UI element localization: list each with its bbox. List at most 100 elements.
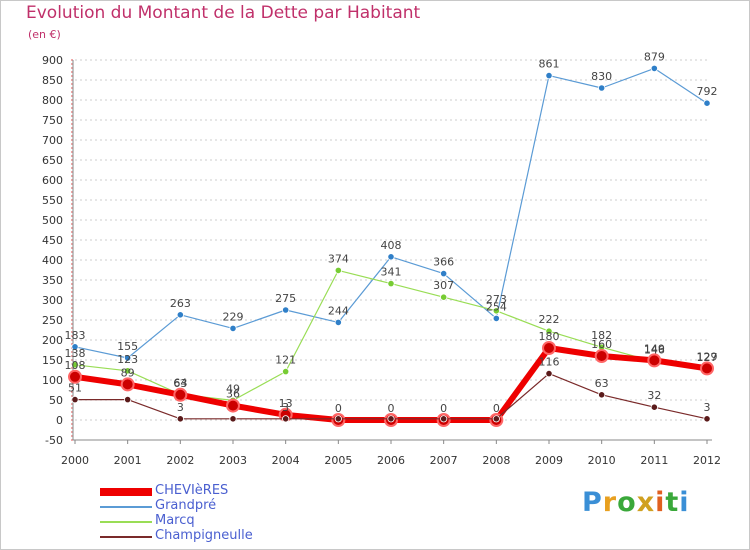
data-label: 146 [644, 344, 665, 357]
data-label: 0 [440, 402, 447, 415]
y-tick-label: 350 [42, 274, 63, 287]
series-lines [68, 64, 714, 427]
y-tick-label: 300 [42, 294, 63, 307]
data-label: 341 [381, 266, 402, 279]
y-tick-label: 500 [42, 214, 63, 227]
data-label: 51 [68, 382, 82, 395]
data-point [492, 307, 500, 315]
data-point [120, 377, 135, 392]
data-point [176, 415, 184, 423]
data-point [647, 353, 662, 368]
y-tick-label: 650 [42, 154, 63, 167]
data-point [282, 367, 290, 376]
data-label: 0 [335, 402, 342, 415]
data-point [173, 387, 188, 402]
x-tick-label: 2012 [693, 454, 721, 467]
data-point [387, 253, 395, 261]
x-tick-label: 2003 [219, 454, 247, 467]
data-label: 123 [117, 353, 138, 366]
data-label: 63 [173, 377, 187, 390]
data-point [492, 415, 500, 423]
data-point [124, 395, 132, 404]
data-label: 3 [704, 401, 711, 414]
data-point [440, 415, 448, 423]
chart-subtitle: (en €) [28, 28, 61, 41]
x-tick-label: 2005 [324, 454, 352, 467]
logo-letter: x [636, 487, 656, 518]
data-point [650, 403, 658, 411]
data-point [387, 415, 395, 423]
data-label: 254 [486, 300, 507, 313]
data-point [703, 99, 711, 107]
data-point [598, 391, 606, 399]
x-tick-label: 2006 [377, 454, 405, 467]
data-point [124, 367, 132, 375]
data-label: 861 [539, 58, 560, 71]
logo-letter: i [655, 487, 666, 518]
data-point [650, 64, 658, 73]
series-line [74, 269, 708, 401]
legend-swatch [100, 506, 152, 508]
x-tick-label: 2002 [166, 454, 194, 467]
data-label: 36 [226, 388, 240, 401]
legend-label: CHEVIèRES [155, 483, 229, 498]
data-label: 180 [539, 330, 560, 343]
data-point [71, 343, 79, 351]
y-tick-label: 450 [42, 234, 63, 247]
proxiti-logo: Proxiti [582, 487, 690, 518]
data-label: 183 [65, 329, 86, 342]
data-label: 244 [328, 304, 349, 317]
data-point [68, 369, 82, 384]
legend-label: Grandpré [155, 498, 217, 513]
axes: -500501001502002503003504004505005506006… [42, 54, 721, 467]
y-tick-label: 750 [42, 114, 63, 127]
y-tick-label: 100 [42, 374, 63, 387]
x-tick-label: 2010 [588, 454, 616, 467]
legend-label: Marcq [155, 513, 195, 528]
data-label: 0 [493, 402, 500, 415]
series-line [74, 67, 708, 359]
data-point [176, 311, 184, 319]
data-label: 129 [697, 350, 718, 363]
data-point [703, 415, 711, 423]
data-label: 127 [697, 351, 718, 364]
data-point [124, 354, 132, 362]
data-label: 792 [697, 85, 718, 98]
x-tick-label: 2000 [61, 454, 89, 467]
y-tick-label: 900 [42, 54, 63, 67]
data-label: 3 [177, 401, 184, 414]
data-point [598, 84, 606, 92]
y-tick-label: -50 [45, 434, 63, 447]
data-label: 49 [226, 382, 240, 395]
data-point [492, 314, 500, 322]
logo-letter: t [665, 487, 680, 518]
data-label: 222 [539, 313, 560, 326]
data-label: 229 [223, 310, 244, 323]
data-label: 366 [433, 256, 454, 269]
data-label: 13 [279, 397, 293, 410]
data-point [71, 395, 79, 404]
y-tick-label: 400 [42, 254, 63, 267]
y-tick-label: 800 [42, 94, 63, 107]
x-tick-label: 2004 [272, 454, 300, 467]
data-label: 830 [591, 70, 612, 83]
logo-letter: P [582, 487, 603, 518]
logo-letter: o [617, 487, 637, 518]
data-point [229, 415, 237, 423]
chart-title: Evolution du Montant de la Dette par Hab… [26, 3, 421, 23]
data-label: 155 [117, 340, 138, 353]
y-tick-label: 700 [42, 134, 63, 147]
y-tick-label: 600 [42, 174, 63, 187]
data-label: 89 [121, 366, 135, 379]
data-label: 63 [595, 377, 609, 390]
data-point [440, 269, 448, 278]
legend-swatch [100, 536, 152, 538]
y-tick-label: 550 [42, 194, 63, 207]
legend-label: Champigneulle [155, 528, 253, 543]
x-tick-label: 2001 [114, 454, 142, 467]
data-point [229, 324, 237, 332]
data-label: 182 [591, 329, 612, 342]
data-point [542, 341, 556, 355]
data-point [71, 361, 79, 369]
